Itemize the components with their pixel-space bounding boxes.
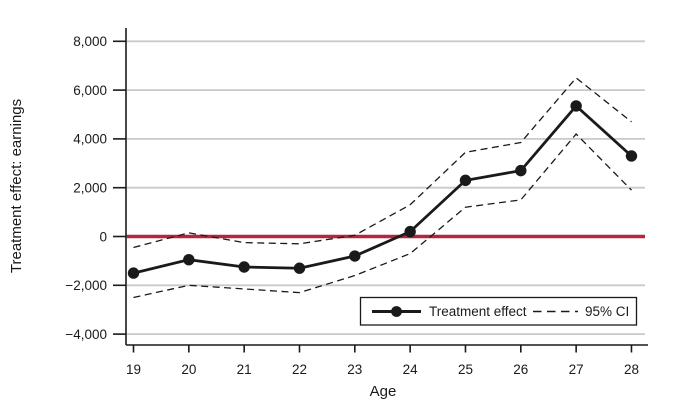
treatment-marker-age-25 — [459, 174, 472, 187]
treatment-marker-age-27 — [570, 100, 582, 112]
x-axis-ticks: 19 20 21 22 23 24 25 26 27 28 — [126, 345, 639, 377]
treatment-marker-age-28 — [625, 150, 638, 162]
legend-ci-label: 95% CI — [585, 304, 629, 319]
treatment-marker-age-19 — [127, 267, 140, 279]
y-tick-label--2000: −2,000 — [65, 278, 107, 293]
x-tick-label-28: 28 — [624, 362, 639, 377]
treatment-marker-age-26 — [515, 164, 527, 177]
legend-treatment-marker-icon — [391, 306, 402, 317]
treatment-marker-age-24 — [404, 225, 416, 238]
ci-upper-line — [133, 77, 632, 249]
y-axis-ticks: −4,000 −2,000 0 2,000 4,000 6,000 8,000 — [65, 34, 126, 342]
treatment-effect-line — [133, 103, 633, 275]
x-tick-label-20: 20 — [181, 362, 196, 377]
treatment-effect-markers — [127, 100, 638, 279]
y-tick-label-0: 0 — [99, 229, 107, 244]
gridlines — [126, 40, 645, 336]
x-tick-label-22: 22 — [292, 362, 307, 377]
legend: Treatment effect 95% CI — [359, 296, 638, 326]
y-tick-label-2000: 2,000 — [73, 181, 107, 196]
treatment-marker-age-22 — [293, 262, 306, 274]
x-tick-label-24: 24 — [403, 362, 419, 377]
y-axis-label: Treatment effect: earnings — [8, 99, 25, 273]
y-tick-label-8000: 8,000 — [73, 34, 107, 49]
x-tick-label-25: 25 — [458, 362, 473, 377]
x-tick-label-19: 19 — [126, 362, 141, 377]
ci-lower-line — [133, 133, 632, 299]
treatment-marker-age-20 — [183, 253, 195, 266]
y-tick-label--4000: −4,000 — [65, 327, 107, 342]
x-tick-label-26: 26 — [513, 362, 528, 377]
y-tick-label-6000: 6,000 — [73, 83, 107, 98]
legend-treatment-label: Treatment effect — [429, 304, 527, 319]
x-axis-label: Age — [370, 383, 397, 400]
x-tick-label-21: 21 — [237, 362, 252, 377]
x-tick-label-27: 27 — [569, 362, 584, 377]
y-tick-label-4000: 4,000 — [73, 132, 107, 147]
treatment-marker-age-21 — [238, 261, 250, 273]
treatment-marker-age-23 — [349, 250, 361, 262]
x-tick-label-23: 23 — [347, 362, 362, 377]
